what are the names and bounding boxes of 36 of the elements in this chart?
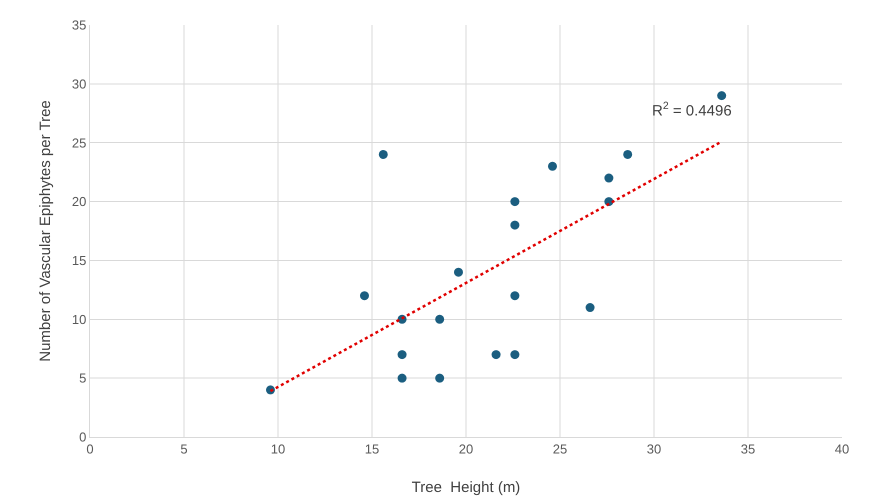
point: [398, 350, 407, 360]
y-tick-label: 5: [79, 370, 86, 386]
x-tick-label: 30: [646, 442, 662, 457]
x-tick-label: 35: [740, 442, 756, 457]
point: [360, 291, 369, 300]
point: [548, 162, 557, 171]
y-tick-label: 35: [72, 18, 86, 33]
x-tick-label: 25: [552, 442, 568, 457]
point: [510, 350, 520, 360]
x-tick-label: 15: [364, 442, 380, 457]
point: [604, 174, 614, 183]
y-axis-title: Number of Vascular Epiphytes per Tree: [37, 100, 54, 362]
point: [454, 268, 463, 277]
y-tick-label: 15: [72, 252, 86, 268]
y-tick-label: 20: [72, 194, 86, 210]
y-tick-label: 0: [79, 430, 86, 445]
y-tick-label: 25: [72, 135, 86, 150]
x-tick-label: 5: [180, 442, 188, 457]
point: [510, 197, 520, 206]
annotation: R$^{2}$ = 0.4496: [652, 100, 732, 120]
point: [398, 374, 407, 383]
point: [378, 150, 388, 159]
x-tick-label: 20: [458, 442, 474, 457]
point: [435, 314, 444, 324]
point: [586, 303, 595, 312]
point: [510, 291, 520, 300]
x-tick-label: 40: [834, 442, 850, 457]
point: [717, 91, 726, 100]
point: [492, 350, 501, 360]
x-axis-title: Tree Height (m): [412, 479, 520, 496]
y-tick-label: 30: [72, 76, 86, 92]
point: [435, 374, 444, 383]
y-tick-label: 10: [72, 312, 86, 327]
point: [623, 150, 632, 159]
point: [510, 220, 520, 230]
x-tick-label: 10: [270, 442, 286, 457]
